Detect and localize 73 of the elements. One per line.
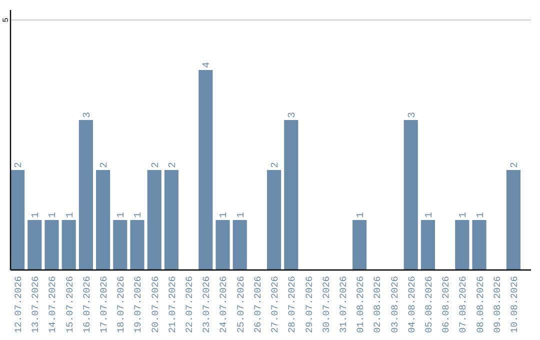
x-tick-label: 09.08.2026 xyxy=(492,276,503,334)
x-tick-label: 20.07.2026 xyxy=(150,276,161,334)
data-label: 2 xyxy=(100,162,111,168)
data-label: 2 xyxy=(270,162,282,168)
x-tick-label: 01.08.2026 xyxy=(355,276,366,334)
x-tick-label: 19.07.2026 xyxy=(132,276,144,334)
bar xyxy=(420,220,435,270)
bar xyxy=(164,170,178,270)
data-label: 1 xyxy=(356,212,368,218)
bar xyxy=(472,220,486,270)
data-label: 1 xyxy=(424,212,436,218)
bar xyxy=(506,170,520,270)
bar xyxy=(232,220,247,270)
x-tick-label: 28.07.2026 xyxy=(286,276,298,334)
x-tick-label: 29.07.2026 xyxy=(304,276,315,334)
bar xyxy=(147,170,162,270)
data-label: 4 xyxy=(202,62,214,68)
x-tick-label: 21.07.2026 xyxy=(166,276,178,334)
bar xyxy=(10,170,25,270)
data-label: 3 xyxy=(288,112,299,118)
data-label: 1 xyxy=(31,212,42,218)
x-tick-label: 05.08.2026 xyxy=(423,276,434,334)
bar xyxy=(130,220,144,270)
x-tick-label: 02.08.2026 xyxy=(372,276,384,334)
data-label: 3 xyxy=(82,112,94,118)
x-tick-label: 26.07.2026 xyxy=(252,276,264,334)
x-tick-label: 03.08.2026 xyxy=(389,276,400,334)
bar xyxy=(62,220,76,270)
bar xyxy=(216,220,230,270)
bar xyxy=(455,220,470,270)
x-tick-label: 31.07.2026 xyxy=(338,276,349,334)
x-tick-label: 07.08.2026 xyxy=(458,276,469,334)
x-tick-label: 12.07.2026 xyxy=(13,276,24,334)
data-label: 3 xyxy=(407,112,418,118)
y-tick-label: 5 xyxy=(2,17,11,22)
bar xyxy=(44,220,59,270)
data-label: 1 xyxy=(48,212,60,218)
data-label: 1 xyxy=(476,212,487,218)
data-label: 1 xyxy=(236,212,248,218)
data-label: 2 xyxy=(168,162,179,168)
x-tick-label: 30.07.2026 xyxy=(320,276,332,334)
bar xyxy=(198,70,213,270)
x-tick-label: 08.08.2026 xyxy=(474,276,486,334)
bar xyxy=(284,120,298,270)
bar xyxy=(113,220,128,270)
data-label: 1 xyxy=(458,212,470,218)
x-tick-label: 24.07.2026 xyxy=(218,276,230,334)
x-tick-label: 27.07.2026 xyxy=(270,276,281,334)
bar xyxy=(267,170,282,270)
bar xyxy=(96,170,110,270)
x-tick-label: 23.07.2026 xyxy=(201,276,212,334)
bar xyxy=(352,220,367,270)
x-tick-label: 25.07.2026 xyxy=(235,276,246,334)
bar xyxy=(78,120,93,270)
data-label: 2 xyxy=(510,162,521,168)
x-tick-label: 18.07.2026 xyxy=(116,276,127,334)
x-tick-label: 13.07.2026 xyxy=(30,276,42,334)
x-tick-label: 22.07.2026 xyxy=(184,276,196,334)
data-label: 1 xyxy=(65,212,76,218)
x-tick-label: 14.07.2026 xyxy=(47,276,58,334)
bar xyxy=(28,220,42,270)
x-tick-label: 17.07.2026 xyxy=(98,276,110,334)
data-label: 1 xyxy=(116,212,128,218)
data-label: 2 xyxy=(14,162,26,168)
bar xyxy=(404,120,418,270)
x-tick-label: 15.07.2026 xyxy=(64,276,76,334)
x-tick-label: 16.07.2026 xyxy=(81,276,92,334)
data-label: 1 xyxy=(134,212,145,218)
x-tick-label: 04.08.2026 xyxy=(406,276,418,334)
data-label: 2 xyxy=(150,162,162,168)
x-tick-label: 10.08.2026 xyxy=(508,276,520,334)
data-label: 1 xyxy=(219,212,230,218)
x-tick-label: 06.08.2026 xyxy=(440,276,452,334)
